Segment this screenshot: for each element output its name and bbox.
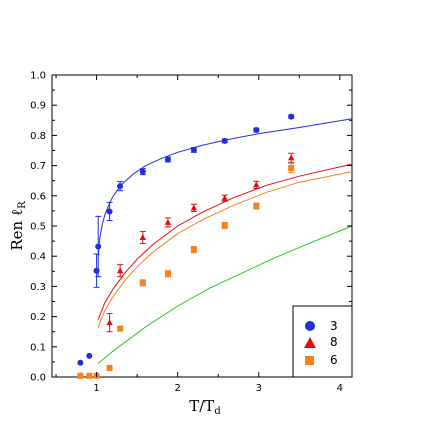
y-tick-label: 0.1 bbox=[30, 342, 46, 353]
legend-marker-6 bbox=[305, 356, 314, 365]
y-axis-title: Ren ℓR bbox=[8, 201, 28, 251]
point-series-8 bbox=[253, 181, 260, 188]
point-series-6 bbox=[190, 246, 197, 253]
point-series-3 bbox=[221, 137, 228, 144]
fit-curve-1 bbox=[97, 163, 353, 320]
y-tick-label: 0.5 bbox=[30, 222, 46, 233]
legend-box bbox=[292, 305, 353, 378]
point-series-3 bbox=[253, 126, 260, 133]
y-tick-label: 0.7 bbox=[30, 161, 46, 172]
point-series-6 bbox=[106, 364, 113, 371]
point-series-3 bbox=[106, 208, 113, 215]
point-series-6 bbox=[164, 270, 171, 277]
y-tick-label: 0.8 bbox=[30, 131, 46, 142]
point-series-6 bbox=[117, 325, 124, 332]
x-tick-label: 3 bbox=[256, 383, 262, 394]
point-series-6 bbox=[139, 279, 146, 286]
legend-label-8: 8 bbox=[330, 335, 338, 349]
data-points bbox=[77, 113, 295, 379]
y-tick-label: 0.4 bbox=[30, 252, 46, 263]
point-series-3 bbox=[86, 352, 93, 359]
legend-label-6: 6 bbox=[330, 353, 338, 367]
point-series-3 bbox=[117, 183, 124, 190]
point-series-3 bbox=[190, 146, 197, 153]
point-series-8 bbox=[139, 233, 147, 240]
point-series-8 bbox=[116, 267, 124, 274]
point-series-3 bbox=[139, 168, 146, 175]
point-series-3 bbox=[288, 113, 295, 120]
point-series-8 bbox=[221, 194, 228, 201]
y-tick-label: 0.0 bbox=[30, 373, 46, 384]
y-tick-label: 1.0 bbox=[30, 71, 46, 82]
point-series-8 bbox=[106, 319, 113, 326]
point-series-6 bbox=[288, 165, 295, 172]
point-series-8 bbox=[164, 218, 172, 225]
y-tick-label: 0.2 bbox=[30, 312, 46, 323]
point-series-3 bbox=[95, 243, 102, 250]
point-series-8 bbox=[190, 204, 198, 211]
y-tick-label: 0.6 bbox=[30, 191, 46, 202]
axes: 0.0 0.1 0.2 0.3 0.4 0.5 0.6 0.7 0.8 0.9 1.0 1 2 3 4 bbox=[30, 71, 352, 394]
legend-marker-3 bbox=[305, 321, 315, 331]
y-tick-label: 0.9 bbox=[30, 101, 46, 112]
legend-label-3: 3 bbox=[330, 319, 338, 333]
fit-curve-3 bbox=[97, 225, 353, 364]
fit-curve-0 bbox=[97, 118, 353, 257]
x-tick-label: 4 bbox=[337, 383, 343, 394]
point-series-6 bbox=[253, 203, 260, 210]
point-series-3 bbox=[77, 359, 84, 366]
point-series-6 bbox=[77, 372, 84, 379]
x-tick-label: 2 bbox=[174, 383, 180, 394]
x-axis-title: T/Td bbox=[189, 397, 221, 417]
legend-marker-8 bbox=[304, 337, 316, 348]
point-series-3 bbox=[164, 156, 171, 163]
point-series-6 bbox=[221, 222, 228, 229]
y-tick-label: 0.3 bbox=[30, 282, 46, 293]
fit-curve-2 bbox=[97, 171, 353, 328]
x-tick-label: 1 bbox=[93, 383, 99, 394]
point-series-6 bbox=[86, 372, 93, 379]
point-series-8 bbox=[287, 154, 295, 161]
legend: 3 8 6 bbox=[292, 305, 353, 378]
fit-curves bbox=[97, 118, 353, 364]
